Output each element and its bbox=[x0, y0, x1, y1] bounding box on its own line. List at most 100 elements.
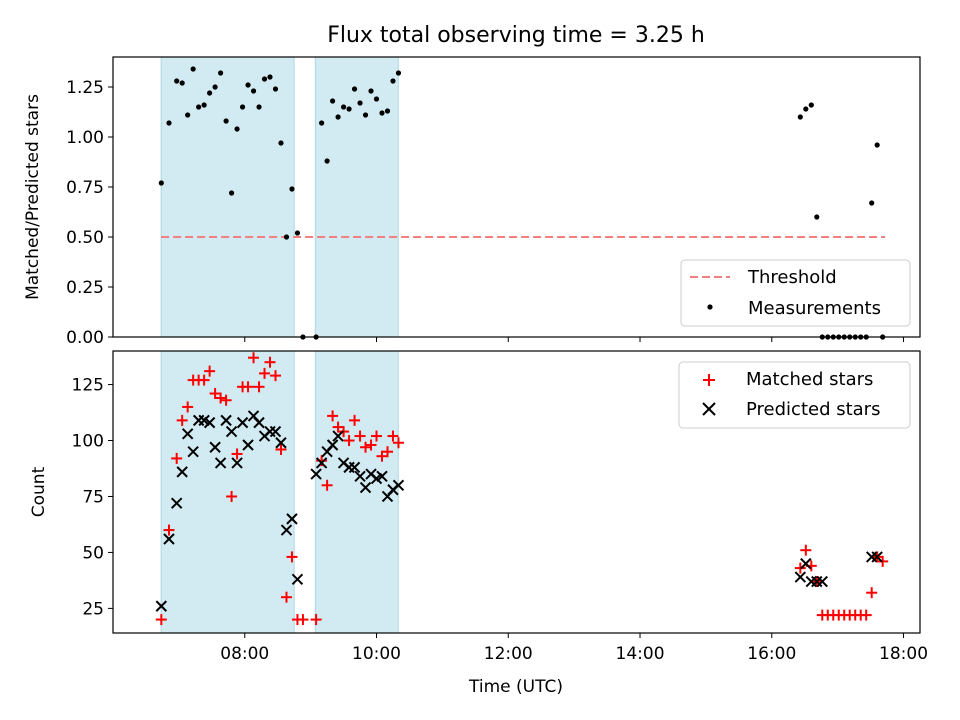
matched-star-point bbox=[860, 609, 872, 621]
matched-star-point bbox=[253, 381, 265, 393]
predicted-star-point bbox=[376, 470, 388, 483]
predicted-star-point bbox=[275, 437, 287, 449]
measurement-point bbox=[190, 66, 196, 72]
measurement-point bbox=[335, 114, 341, 120]
legend-threshold-label: Threshold bbox=[747, 267, 837, 288]
measurement-point bbox=[228, 190, 235, 196]
predicted-star-point bbox=[354, 470, 366, 483]
measurement-point bbox=[351, 86, 358, 92]
measurement-point bbox=[158, 180, 164, 186]
measurement-point bbox=[250, 88, 257, 94]
x-tick-label: 16:00 bbox=[747, 644, 796, 664]
bottom-shaded-spans bbox=[160, 350, 399, 634]
predicted-star-point bbox=[253, 416, 265, 429]
top-y-tick-label: 0.75 bbox=[66, 178, 104, 198]
matched-star-point bbox=[171, 452, 183, 464]
measurement-point bbox=[874, 142, 880, 148]
measurement-point bbox=[395, 70, 402, 76]
top-y-tick-label: 1.00 bbox=[66, 128, 104, 148]
measurement-point bbox=[814, 214, 820, 220]
measurement-point bbox=[196, 104, 202, 110]
matched-star-point bbox=[354, 430, 366, 442]
top-axes-frame bbox=[112, 56, 921, 338]
measurement-point bbox=[324, 158, 330, 164]
measurement-point bbox=[289, 186, 295, 192]
matched-star-point bbox=[310, 614, 322, 626]
predicted-star-point bbox=[269, 425, 282, 438]
measurement-point bbox=[283, 234, 290, 240]
matched-star-point bbox=[231, 448, 243, 460]
measurement-point bbox=[340, 104, 347, 110]
measurement-point bbox=[294, 230, 301, 236]
matched-star-point bbox=[365, 439, 377, 451]
predicted-star-point bbox=[187, 446, 199, 458]
predicted-star-point bbox=[871, 551, 883, 563]
predicted-star-point bbox=[214, 457, 227, 469]
predicted-star-point bbox=[800, 557, 812, 570]
matched-star-point bbox=[242, 381, 254, 393]
predicted-star-point bbox=[310, 468, 322, 480]
matched-star-point bbox=[248, 352, 260, 364]
measurement-point bbox=[362, 112, 369, 118]
predicted-star-point bbox=[280, 524, 293, 536]
predicted-star-point bbox=[231, 457, 243, 469]
measurement-point bbox=[808, 102, 814, 108]
predicted-star-point bbox=[209, 441, 221, 453]
predicted-star-point bbox=[225, 425, 238, 438]
measurement-point bbox=[278, 140, 284, 146]
predicted-star-point bbox=[359, 481, 372, 494]
matched-star-point bbox=[360, 441, 372, 453]
matched-star-point bbox=[343, 435, 355, 447]
matched-star-point bbox=[155, 614, 167, 626]
measurement-point bbox=[185, 112, 191, 118]
predicted-star-point bbox=[170, 497, 183, 509]
matched-star-point bbox=[259, 367, 271, 379]
bottom-y-axis-label: Count bbox=[29, 466, 49, 517]
measurement-point bbox=[346, 106, 352, 112]
bottom-x-axis: 08:00 10:00 12:00 14:00 16:00 18:00 bbox=[220, 633, 928, 664]
top-y-axis: 0.00 0.25 0.50 0.75 1.00 1.25 bbox=[66, 78, 113, 348]
top-y-tick-label: 1.25 bbox=[66, 78, 104, 98]
legend-measurements-label: Measurements bbox=[748, 298, 881, 319]
bottom-y-tick-label: 75 bbox=[82, 487, 104, 507]
bottom-y-tick-label: 100 bbox=[72, 432, 104, 452]
top-y-tick-label: 0.00 bbox=[66, 328, 104, 348]
matched-star-point bbox=[163, 524, 175, 536]
top-y-axis-label: Matched/Predicted stars bbox=[23, 94, 43, 300]
x-axis-label: Time (UTC) bbox=[468, 677, 563, 697]
bottom-y-tick-label: 125 bbox=[72, 376, 104, 396]
measurement-point bbox=[239, 104, 246, 110]
matched-star-point bbox=[182, 401, 194, 413]
predicted-star-point bbox=[155, 600, 168, 612]
x-tick-label: 08:00 bbox=[220, 644, 269, 664]
predicted-star-point bbox=[203, 416, 216, 429]
matched-star-point bbox=[800, 544, 812, 556]
top-shaded-spans bbox=[160, 56, 399, 338]
measurement-point bbox=[390, 78, 396, 84]
measurement-point bbox=[201, 102, 207, 108]
matched-star-point bbox=[215, 392, 227, 404]
matched-star-point bbox=[866, 587, 878, 599]
top-y-tick-label: 0.25 bbox=[66, 278, 104, 298]
matched-star-point bbox=[269, 370, 281, 382]
top-observing-span-1 bbox=[314, 56, 399, 338]
bottom-y-tick-label: 25 bbox=[82, 599, 104, 619]
top-measurement-points bbox=[158, 66, 886, 340]
predicted-star-point bbox=[242, 439, 254, 451]
top-x-ticks bbox=[244, 337, 905, 342]
matched-star-point bbox=[316, 455, 328, 467]
x-tick-label: 14:00 bbox=[616, 644, 665, 664]
matched-star-point bbox=[204, 365, 216, 377]
top-observing-span-0 bbox=[160, 56, 295, 338]
measurement-point bbox=[319, 120, 325, 126]
bottom-observing-span-1 bbox=[314, 350, 399, 634]
matched-star-point bbox=[381, 446, 393, 458]
matched-star-point bbox=[264, 356, 276, 368]
predicted-legend-swatch bbox=[702, 402, 716, 416]
top-panel: 0.00 0.25 0.50 0.75 1.00 1.25 Matched/Predict… bbox=[23, 56, 921, 348]
bottom-y-axis: 25 50 75 100 125 bbox=[72, 376, 113, 619]
matched-star-point bbox=[226, 490, 238, 502]
matched-star-point bbox=[297, 614, 309, 626]
matched-star-point bbox=[349, 414, 361, 426]
